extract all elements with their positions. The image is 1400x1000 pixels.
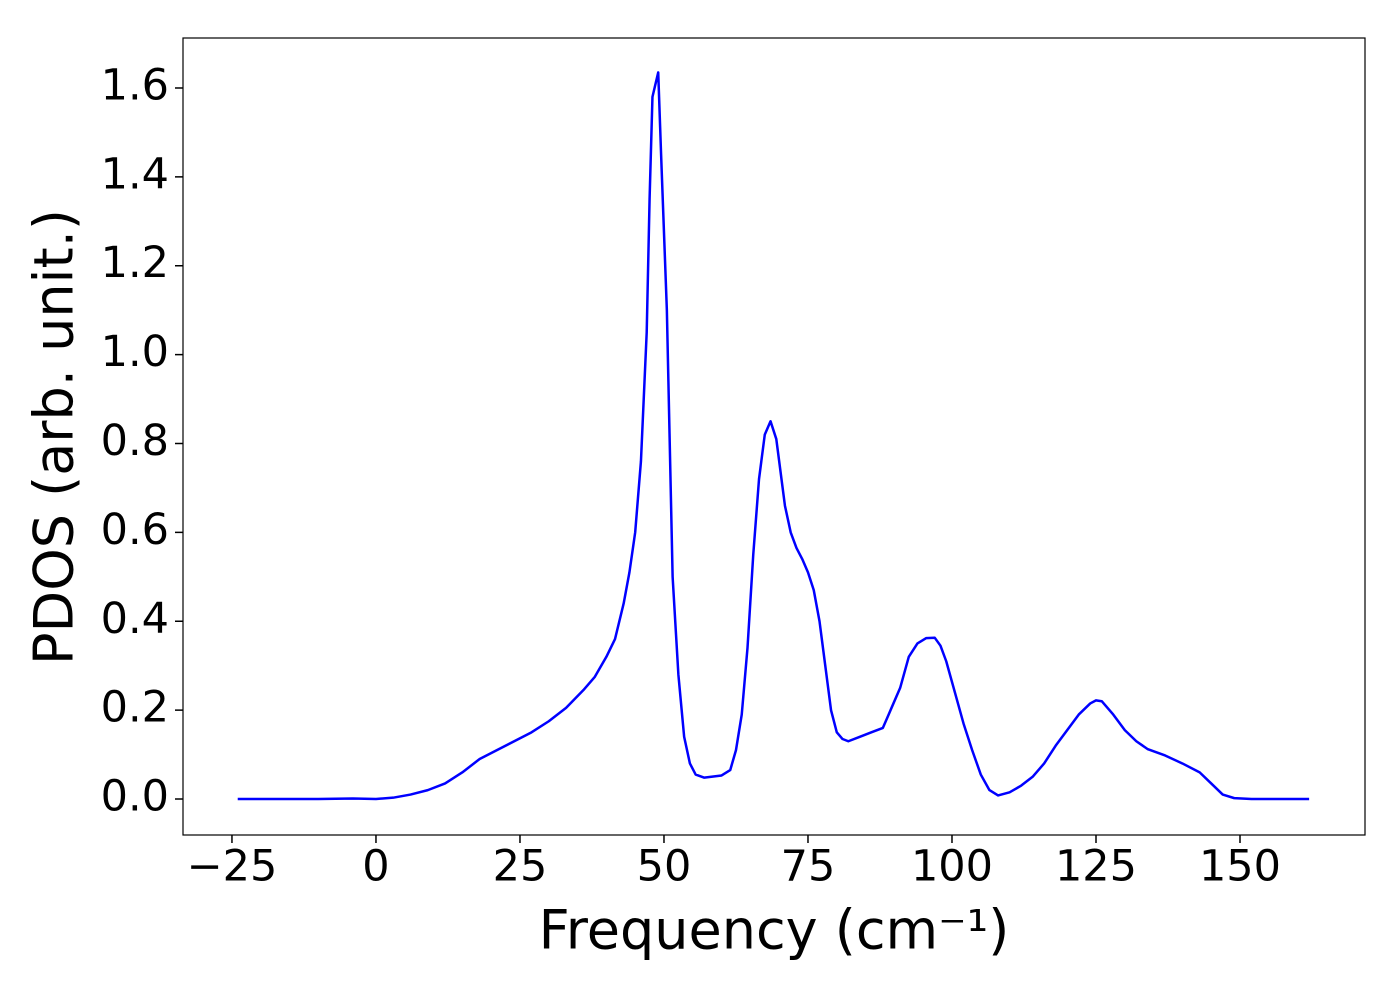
plot-frame <box>182 37 1366 836</box>
y-tick-label: 1.6 <box>101 60 169 110</box>
y-axis-label: PDOS (arb. unit.) <box>23 209 86 665</box>
x-tick-label: −25 <box>187 842 278 892</box>
y-tick-label: 0.8 <box>101 416 169 466</box>
y-tick-label: 0.2 <box>101 683 169 733</box>
x-tick-label: 125 <box>1055 842 1137 892</box>
y-tick-label: 0.6 <box>101 505 169 555</box>
y-tick-label: 1.2 <box>101 238 169 288</box>
x-tick-label: 50 <box>637 842 692 892</box>
x-axis-label: Frequency (cm⁻¹) <box>539 899 1010 962</box>
y-tick-label: 0.4 <box>101 594 169 644</box>
y-tick-label: 1.0 <box>101 327 169 377</box>
x-tick-label: 150 <box>1199 842 1281 892</box>
x-tick-label: 75 <box>781 842 836 892</box>
x-tick-label: 25 <box>493 842 548 892</box>
y-tick-label: 1.4 <box>101 149 169 199</box>
x-tick-label: 100 <box>911 842 993 892</box>
y-tick-label: 0.0 <box>101 772 169 822</box>
line <box>237 71 1310 801</box>
x-tick-label: 0 <box>362 842 389 892</box>
